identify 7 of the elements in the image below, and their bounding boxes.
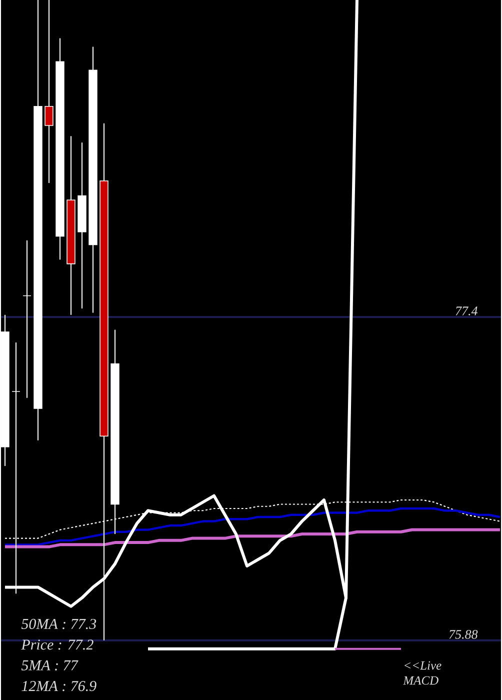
annotation: 5MA : 77 [21, 660, 78, 670]
annotation: <<Live MACD [403, 661, 442, 685]
annotation: 50MA : 77.3 [21, 618, 96, 630]
annotation: 12MA : 76.9 [22, 681, 96, 692]
y-tick-label: 77.4 [456, 306, 478, 316]
y-tick-label: 75.88 [449, 630, 478, 639]
annotation: Price : 77.2 [21, 640, 94, 650]
